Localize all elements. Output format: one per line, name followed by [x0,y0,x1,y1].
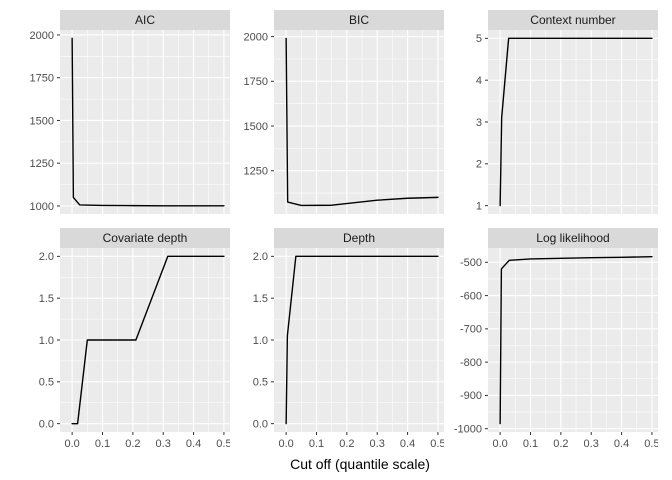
y-tick-label: 2.0 [253,251,268,263]
y-tick-label: 2.0 [39,251,54,263]
data-line [71,37,225,207]
y-tick-label: 3 [476,117,482,129]
x-axis-title: Cut off (quantile scale) [290,456,430,472]
y-tick-label: 2000 [244,31,268,43]
x-tick-label: 0.1 [309,438,324,450]
facet-covariate-depth: Covariate depth 0.0 0.5 1.0 1.5 2.0 0.0 0.1 0.2… [16,228,230,454]
x-tick-label: 0.0 [278,438,293,450]
facet-title-bic: BIC [348,13,369,27]
data-line [285,255,439,425]
facet-title-covariate-depth: Covariate depth [102,231,188,245]
x-tick-label: 0.1 [523,438,538,450]
data-line [285,37,439,207]
y-tick-label: 1000 [30,201,54,213]
y-tick-label: 2000 [30,30,54,42]
facet-log-likelihood: Log likelihood -500 -600 -700 -800 -900 -1000… [444,228,658,454]
facet-plot-context-number: 1 2 3 4 5 [476,30,658,214]
y-tick-label: -800 [460,357,482,369]
x-tick-label: 0.2 [125,438,140,450]
y-tick-label: -700 [460,324,482,336]
x-tick-label: 0.2 [339,438,354,450]
y-tick-label: 1.0 [253,335,268,347]
panel-background [60,30,230,214]
y-tick-label: 0.5 [253,377,268,389]
x-tick-label: 0.4 [400,438,415,450]
facet-title-context-number: Context number [530,13,616,27]
facet-bic: BIC 1250 1500 1750 2000 [230,10,444,215]
x-tick-label: 0.2 [553,438,568,450]
x-tick-label: 0.0 [64,438,79,450]
y-tick-label: 1250 [30,158,54,170]
y-tick-label: -1000 [454,423,482,435]
data-line [71,255,225,425]
y-tick-label: 4 [476,75,482,87]
data-line [499,37,653,207]
x-tick-label: 0.5 [216,438,230,450]
y-tick-label: 1.5 [253,293,268,305]
y-tick-label: 2 [476,159,482,171]
facet-plot-depth: 0.0 0.5 1.0 1.5 2.0 0.0 0.1 0.2 0.3 0.4 0.5 [253,248,444,450]
y-tick-label: 1.0 [39,335,54,347]
facet-plot-aic: 1000 1250 1500 1750 2000 [30,30,230,214]
facet-title-depth: Depth [342,231,376,245]
facet-strip-log-likelihood: Log likelihood [488,228,658,248]
x-tick-label: 0.4 [614,438,629,450]
x-tick-label: 0.5 [430,438,444,450]
y-tick-label: 1 [476,200,482,212]
x-tick-label: 0.0 [492,438,507,450]
facet-plot-log-likelihood: -500 -600 -700 -800 -900 -1000 0.0 0.1 0.2 0.3 0.4… [454,248,658,450]
x-tick-label: 0.5 [644,438,658,450]
y-tick-label: 1500 [244,121,268,133]
y-tick-label: 0.0 [253,418,268,430]
y-tick-label: 1.5 [39,293,54,305]
y-tick-label: 1750 [244,76,268,88]
facet-strip-aic: AIC [60,10,230,30]
facet-plot-covariate-depth: 0.0 0.5 1.0 1.5 2.0 0.0 0.1 0.2 0.3 0.4 0.5 [39,248,230,450]
facet-context-number: Context number 1 2 3 4 5 [444,10,658,215]
panel-background [274,30,444,214]
facet-plot-bic: 1250 1500 1750 2000 [244,30,444,214]
x-tick-label: 0.4 [186,438,201,450]
facet-strip-context-number: Context number [488,10,658,30]
y-tick-label: -600 [460,290,482,302]
facet-strip-depth: Depth [274,228,444,248]
facet-depth: Depth 0.0 0.5 1.0 1.5 2.0 0.0 0.1 0.2 0.3 0.4 0.5 [230,228,444,454]
y-tick-label: 0.0 [39,418,54,430]
facet-title-aic: AIC [134,13,155,27]
panel-background [488,248,658,432]
facet-title-log-likelihood: Log likelihood [536,231,610,245]
data-line [499,255,653,425]
x-tick-label: 0.3 [370,438,385,450]
y-tick-label: 1500 [30,115,54,127]
facet-strip-covariate-depth: Covariate depth [60,228,230,248]
y-tick-label: 1250 [244,166,268,178]
y-tick-label: -900 [460,390,482,402]
facet-strip-bic: BIC [274,10,444,30]
x-tick-label: 0.1 [95,438,110,450]
y-tick-label: 0.5 [39,377,54,389]
x-tick-label: 0.3 [584,438,599,450]
facet-grid: AIC 1000 1250 1500 1750 2000 BIC 1250 1500 175… [16,10,658,454]
facet-aic: AIC 1000 1250 1500 1750 2000 [16,10,230,215]
y-tick-label: -500 [460,257,482,269]
y-tick-label: 5 [476,33,482,45]
y-tick-label: 1750 [30,73,54,85]
x-tick-label: 0.3 [156,438,171,450]
